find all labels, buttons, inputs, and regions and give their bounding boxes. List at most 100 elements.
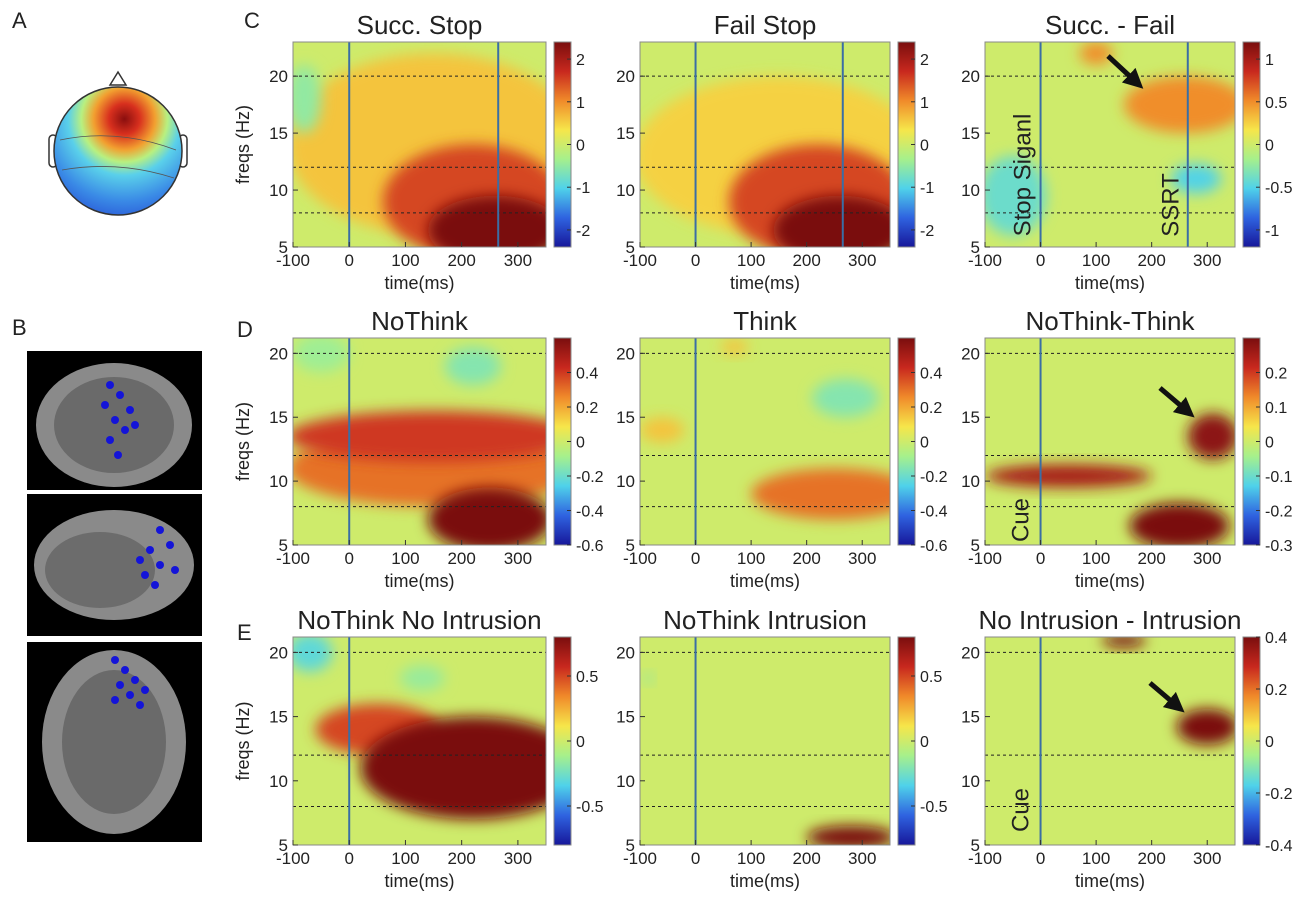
colorbar-tick-label: -0.4 <box>1265 838 1293 855</box>
colorbar-tick-label: -2 <box>576 223 590 240</box>
panel-title: Succ. - Fail <box>1045 10 1175 40</box>
y-tick-label: 10 <box>269 772 288 791</box>
x-tick-label: 300 <box>1193 549 1221 568</box>
colorbar-tick-label: 2 <box>920 52 929 69</box>
x-tick-label: 200 <box>447 849 475 868</box>
x-tick-label: -100 <box>276 549 310 568</box>
x-axis-label: time(ms) <box>1075 273 1145 293</box>
x-axis-label: time(ms) <box>385 273 455 293</box>
power-blob <box>427 195 546 247</box>
x-tick-label: 0 <box>344 849 353 868</box>
x-axis-label: time(ms) <box>730 273 800 293</box>
x-tick-label: -100 <box>276 849 310 868</box>
x-tick-label: 300 <box>504 849 532 868</box>
power-blob <box>360 716 546 820</box>
power-blob <box>293 410 546 462</box>
x-tick-label: 200 <box>447 549 475 568</box>
plot-background <box>640 637 890 845</box>
panel-label: C <box>244 8 260 33</box>
heatmap-panel: No Intrusion - Intrusion-100 0 100 200 30051… <box>961 605 1293 891</box>
colorbar-tick-label: 0 <box>1265 734 1274 751</box>
colorbar-tick-label: -2 <box>920 223 934 240</box>
plot-area <box>985 637 1235 845</box>
x-tick-label: 0 <box>1036 849 1045 868</box>
colorbar-tick-label: 0.5 <box>920 669 942 686</box>
plot-frame <box>292 337 547 546</box>
x-tick-label: 300 <box>1193 251 1221 270</box>
y-tick-label: 10 <box>616 472 635 491</box>
colorbar-tick-label: 0.5 <box>1265 95 1287 112</box>
x-tick-label: 0 <box>344 251 353 270</box>
arrow <box>1106 54 1144 89</box>
colorbar-tick-label: 1 <box>1265 52 1274 69</box>
arrow <box>1148 681 1185 713</box>
panel-label: B <box>12 315 27 340</box>
y-tick-label: 10 <box>961 181 980 200</box>
y-tick-label: 15 <box>269 408 288 427</box>
x-axis-label: time(ms) <box>730 871 800 891</box>
panel-title: Fail Stop <box>714 10 817 40</box>
y-tick-label: 10 <box>269 181 288 200</box>
annotation: Cue <box>1007 788 1034 832</box>
power-blob <box>812 378 879 418</box>
x-tick-label: 0 <box>691 549 700 568</box>
power-blob <box>1176 708 1235 745</box>
heatmap-panel: Succ. Stop-100 0 100 200 3005101520time(ms)f… <box>233 10 590 293</box>
colorbar-tick-label: 0 <box>920 138 929 155</box>
x-tick-label: 300 <box>504 251 532 270</box>
colorbar-tick-label: 0.4 <box>576 366 598 383</box>
heatmap-panel: Succ. - Fail-100 0 100 200 3005101520time(ms… <box>961 10 1293 293</box>
x-axis-label: time(ms) <box>1075 871 1145 891</box>
x-tick-label: 0 <box>691 251 700 270</box>
y-tick-label: 5 <box>279 536 288 555</box>
colorbar-tick-label: 0.4 <box>1265 630 1287 647</box>
colorbar-tick-label: -0.6 <box>576 538 604 555</box>
colorbar-tick-label: 0.2 <box>576 400 598 417</box>
x-axis-label: time(ms) <box>730 571 800 591</box>
heatmap-panel: Think -100 0 100 200 300 5 10 15 20 time(ms) -0.6 -0… <box>616 306 948 591</box>
y-tick-label: 15 <box>269 708 288 727</box>
power-blob <box>293 338 350 373</box>
x-tick-label: 100 <box>1082 849 1110 868</box>
plot-frame <box>639 636 891 846</box>
x-tick-label: 200 <box>1137 251 1165 270</box>
y-tick-label: 10 <box>616 772 635 791</box>
x-axis-label: time(ms) <box>1075 571 1145 591</box>
x-tick-label: -100 <box>968 549 1002 568</box>
x-tick-label: 300 <box>1193 849 1221 868</box>
x-tick-label: 0 <box>691 849 700 868</box>
x-axis-label: time(ms) <box>385 871 455 891</box>
colorbar-tick-label: 0.2 <box>1265 682 1287 699</box>
y-tick-label: 5 <box>279 836 288 855</box>
y-tick-label: 20 <box>616 643 635 662</box>
arrow <box>1158 386 1195 418</box>
plot-frame <box>639 41 891 248</box>
colorbar-tick-label: -0.4 <box>920 504 948 521</box>
colorbar-tick-label: 0.2 <box>920 400 942 417</box>
x-tick-label: 200 <box>1137 849 1165 868</box>
x-tick-label: 200 <box>447 251 475 270</box>
colorbar-tick-label: 0 <box>576 734 585 751</box>
power-blob <box>293 64 322 134</box>
y-tick-label: 5 <box>626 238 635 257</box>
y-tick-label: 10 <box>961 772 980 791</box>
colorbar-tick-label: -0.2 <box>1265 504 1293 521</box>
y-tick-label: 20 <box>616 67 635 86</box>
y-tick-label: 5 <box>971 836 980 855</box>
colorbar-tick-label: -0.1 <box>1265 469 1293 486</box>
colorbar-tick-label: -0.2 <box>920 469 948 486</box>
panel-label: A <box>12 8 27 33</box>
plot-area <box>985 42 1235 247</box>
plot-frame <box>984 636 1236 846</box>
x-axis-label: time(ms) <box>385 571 455 591</box>
x-tick-label: 300 <box>848 549 876 568</box>
plot-area <box>293 42 546 247</box>
annotation: Stop Siganl <box>1009 114 1036 237</box>
panel-title: NoThink Intrusion <box>663 605 867 635</box>
panel-title: NoThink-Think <box>1025 306 1195 336</box>
heatmap-panel: NoThink Intrusion -100 0 100 200 300 5 10 15 20 ti… <box>616 605 948 891</box>
plot-frame <box>292 636 547 846</box>
y-tick-label: 10 <box>961 472 980 491</box>
